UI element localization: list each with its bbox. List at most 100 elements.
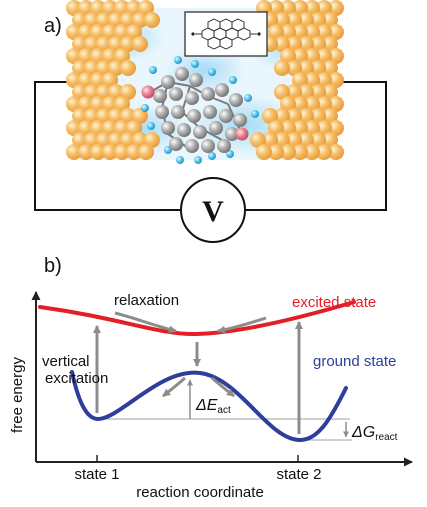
- gold-atom: [298, 84, 314, 100]
- gold-atom: [328, 48, 344, 64]
- gold-atom: [126, 144, 142, 160]
- hydrogen-atoms: [141, 56, 259, 164]
- gold-atom: [66, 0, 82, 16]
- gold-atom: [328, 144, 344, 160]
- gold-atom: [108, 60, 124, 76]
- gold-atom: [66, 120, 82, 136]
- x-tick-label-state-2: state 2: [276, 466, 321, 483]
- gold-atom: [316, 144, 332, 160]
- energy-bars: [187, 379, 349, 438]
- gold-atom: [250, 132, 266, 148]
- gold-atom: [304, 120, 320, 136]
- gold-atom: [96, 108, 112, 124]
- gold-atom: [114, 0, 130, 16]
- gold-atom: [126, 0, 142, 16]
- ground-relax-arrow-right: [211, 376, 235, 398]
- gold-atom: [66, 48, 82, 64]
- gold-atom: [114, 48, 130, 64]
- x-tick-label-state-1: state 1: [74, 466, 119, 483]
- ground-state-curve: [70, 370, 348, 443]
- gold-atom: [316, 24, 332, 40]
- process-arrows: [93, 311, 303, 434]
- relaxation-label: relaxation: [114, 292, 179, 309]
- gold-atom: [286, 108, 302, 124]
- gold-atom: [102, 72, 118, 88]
- gold-atom: [298, 132, 314, 148]
- gold-atom: [114, 24, 130, 40]
- gold-atom: [66, 144, 82, 160]
- gold-atom: [102, 48, 118, 64]
- gold-atom: [328, 120, 344, 136]
- gold-atom: [78, 120, 94, 136]
- gold-atom: [138, 144, 154, 160]
- gold-atom: [84, 84, 100, 100]
- gold-atom: [280, 0, 296, 16]
- gold-atom: [108, 12, 124, 28]
- gold-atom: [72, 84, 88, 100]
- gold-atom: [286, 60, 302, 76]
- gold-atom: [78, 24, 94, 40]
- gold-atom: [102, 24, 118, 40]
- gold-atom: [144, 132, 160, 148]
- gold-atom: [322, 12, 338, 28]
- gold-atom: [310, 36, 326, 52]
- gold-atom: [114, 120, 130, 136]
- gold-atom: [292, 120, 308, 136]
- gold-atom: [328, 24, 344, 40]
- gold-atom: [84, 132, 100, 148]
- gold-atom: [108, 84, 124, 100]
- gold-atom: [316, 120, 332, 136]
- gold-atom: [304, 48, 320, 64]
- gold-atom: [280, 120, 296, 136]
- gold-atom: [84, 12, 100, 28]
- gold-atom: [78, 48, 94, 64]
- gold-atom: [304, 144, 320, 160]
- gold-atom: [316, 48, 332, 64]
- circuit-wire: [34, 81, 387, 211]
- gold-atom: [304, 0, 320, 16]
- gold-atom: [96, 60, 112, 76]
- gold-atom: [102, 144, 118, 160]
- gold-atom: [90, 24, 106, 40]
- gold-atom: [126, 24, 142, 40]
- gold-atom: [274, 12, 290, 28]
- excited-state-curve: [38, 300, 356, 337]
- gold-atom: [84, 36, 100, 52]
- gold-atom: [72, 36, 88, 52]
- delta-e-symbol: ΔE: [195, 397, 218, 414]
- gold-atom: [96, 84, 112, 100]
- voltmeter-symbol: V: [202, 195, 224, 228]
- gold-atom: [132, 108, 148, 124]
- gold-atom: [90, 144, 106, 160]
- gold-atom: [120, 36, 136, 52]
- carbon-atoms: [153, 67, 247, 153]
- gold-atom: [298, 36, 314, 52]
- gold-atom: [292, 24, 308, 40]
- gold-atom: [274, 132, 290, 148]
- gold-atom: [280, 96, 296, 112]
- right-electrode: [250, 0, 344, 160]
- gold-atom: [292, 96, 308, 112]
- gold-atom: [66, 24, 82, 40]
- gold-atom: [144, 12, 160, 28]
- gold-atom: [72, 60, 88, 76]
- y-axis-label: free energy: [9, 357, 26, 433]
- gold-atom: [120, 108, 136, 124]
- gold-atom: [66, 96, 82, 112]
- relaxation-arrow-left: [114, 311, 177, 334]
- gold-atom: [292, 0, 308, 16]
- gold-atom: [286, 12, 302, 28]
- gold-atom: [310, 84, 326, 100]
- gold-atom: [286, 132, 302, 148]
- delta-e-subscript: act: [217, 405, 231, 416]
- gold-atom: [72, 108, 88, 124]
- gold-atom: [310, 132, 326, 148]
- gold-atom: [304, 72, 320, 88]
- vertical-excitation-label-line2: excitation: [45, 370, 108, 387]
- gold-atom: [262, 108, 278, 124]
- gold-atom: [268, 120, 284, 136]
- gold-atom: [114, 144, 130, 160]
- gold-atom: [132, 12, 148, 28]
- gold-atom: [322, 84, 338, 100]
